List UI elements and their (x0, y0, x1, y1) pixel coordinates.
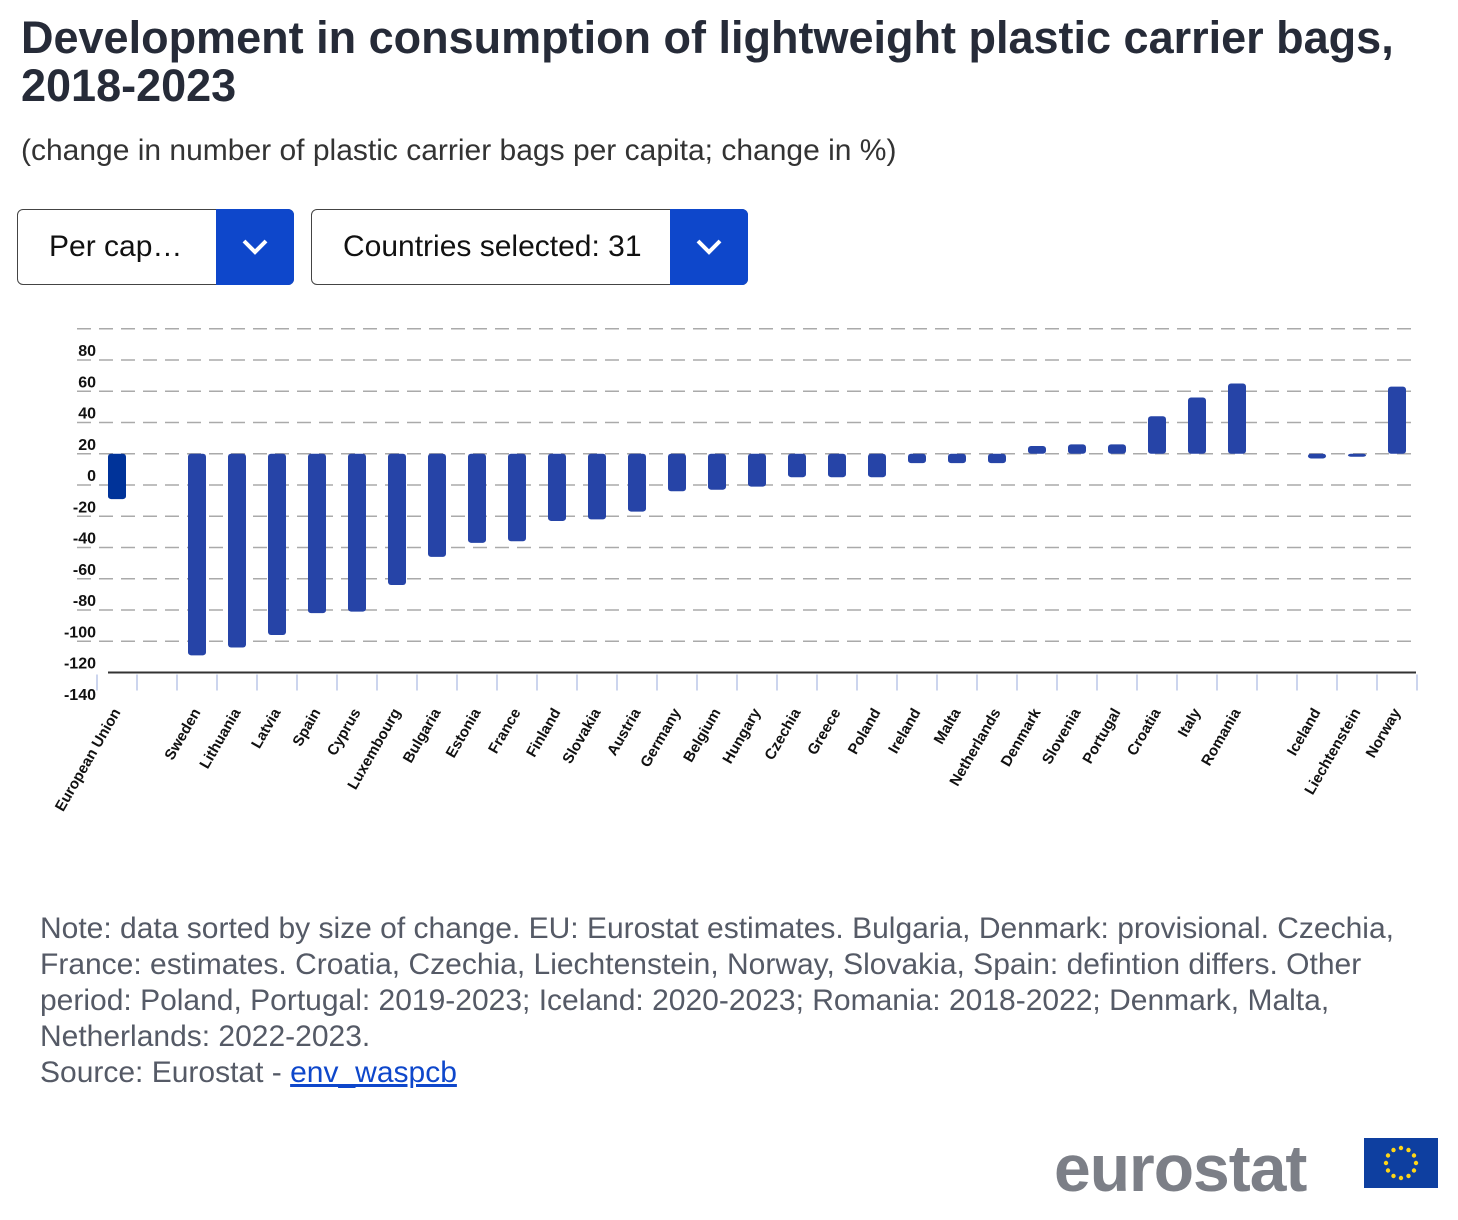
source-line: Source: Eurostat - env_waspcb (40, 1055, 1430, 1091)
bar-bulgaria[interactable] (428, 453, 446, 557)
bar-slovenia[interactable] (1068, 444, 1086, 454)
y-tick-label: 0 (87, 468, 96, 485)
y-tick-label: -120 (64, 656, 96, 673)
x-tick-label: Romania (1198, 705, 1245, 769)
x-tick-label: France (485, 706, 524, 757)
y-tick-label: 20 (78, 437, 96, 454)
chart-note: Note: data sorted by size of change. EU:… (40, 911, 1430, 1091)
bar-sweden[interactable] (188, 453, 206, 656)
chart-subtitle: (change in number of plastic carrier bag… (21, 134, 897, 167)
bar-luxembourg[interactable] (388, 453, 406, 585)
countries-dropdown[interactable]: Countries selected: 31 (311, 209, 748, 285)
x-tick-label: Malta (931, 705, 965, 747)
star-icon (1406, 1147, 1411, 1153)
bar-romania[interactable] (1228, 383, 1246, 454)
x-tick-label: Slovakia (559, 705, 604, 767)
eu-flag-icon (1364, 1138, 1438, 1188)
bar-malta[interactable] (948, 453, 966, 464)
x-tick-label: Cyprus (324, 706, 365, 759)
bar-italy[interactable] (1188, 397, 1206, 454)
x-tick-label: Poland (845, 706, 885, 758)
y-tick-label: -140 (64, 687, 96, 704)
bar-denmark[interactable] (1028, 445, 1046, 454)
bar-greece[interactable] (828, 453, 846, 478)
x-tick-label: Spain (289, 706, 324, 750)
x-tick-label: Denmark (998, 705, 1045, 770)
x-tick-label: Greece (804, 706, 844, 759)
bar-norway[interactable] (1388, 386, 1406, 454)
x-tick-label: Italy (1175, 705, 1205, 740)
measure-dropdown-value: Per cap… (49, 230, 183, 263)
x-tick-label: Iceland (1284, 706, 1325, 759)
bar-european-union[interactable] (108, 453, 126, 500)
x-tick-label: Sweden (161, 706, 204, 764)
chevron-down-icon[interactable] (216, 209, 294, 285)
star-icon (1391, 1147, 1396, 1153)
y-tick-label: -100 (64, 624, 96, 641)
x-tick-label: Croatia (1124, 705, 1165, 759)
measure-dropdown[interactable]: Per cap… (17, 209, 294, 285)
bar-slovakia[interactable] (588, 453, 606, 520)
x-tick-label: Bulgaria (400, 705, 445, 766)
bar-finland[interactable] (548, 453, 566, 521)
x-tick-label: Belgium (680, 706, 724, 766)
star-icon (1385, 1168, 1391, 1173)
x-tick-label: Portugal (1079, 706, 1124, 767)
y-tick-label: 40 (78, 406, 96, 423)
x-tick-label: Hungary (719, 705, 764, 767)
x-tick-label: Latvia (248, 705, 285, 752)
star-icon (1406, 1173, 1411, 1179)
y-tick-label: -80 (73, 593, 96, 610)
x-tick-label: Finland (523, 706, 564, 761)
star-icon (1411, 1168, 1417, 1173)
y-tick-label: 80 (78, 343, 96, 360)
y-tick-label: -60 (73, 562, 96, 579)
x-tick-label: European Union (52, 706, 125, 815)
bar-liechtenstein[interactable] (1348, 453, 1366, 457)
y-tick-label: 60 (78, 374, 96, 391)
star-icon (1411, 1153, 1417, 1158)
star-icon (1398, 1145, 1404, 1151)
x-tick-label: Estonia (443, 705, 485, 761)
bar-portugal[interactable] (1108, 444, 1126, 454)
x-tick-label: Norway (1363, 705, 1405, 761)
bar-spain[interactable] (308, 453, 326, 614)
bar-czechia[interactable] (788, 453, 806, 478)
x-tick-label: Austria (604, 705, 645, 759)
x-tick-label: Czechia (761, 705, 804, 763)
bar-austria[interactable] (628, 453, 646, 512)
bar-germany[interactable] (668, 453, 686, 492)
y-tick-label: -40 (73, 531, 96, 548)
star-icon (1398, 1175, 1404, 1181)
bar-cyprus[interactable] (348, 453, 366, 612)
source-prefix: Source: Eurostat - (40, 1056, 291, 1089)
bar-lithuania[interactable] (228, 453, 246, 648)
bar-belgium[interactable] (708, 453, 726, 490)
star-icon (1383, 1160, 1389, 1166)
bar-netherlands[interactable] (988, 453, 1006, 464)
countries-dropdown-value: Countries selected: 31 (343, 230, 642, 263)
y-tick-label: -20 (73, 499, 96, 516)
bar-chart: 80 60 40 20 0 -20 -40 -60 -80 -100 -120 -140 Europea… (52, 328, 1418, 815)
chevron-down-icon[interactable] (670, 209, 748, 285)
bar-ireland[interactable] (908, 453, 926, 464)
bar-estonia[interactable] (468, 453, 486, 543)
x-tick-label: Germany (637, 705, 685, 770)
x-tick-label: Ireland (885, 706, 924, 757)
bar-hungary[interactable] (748, 453, 766, 487)
bar-latvia[interactable] (268, 453, 286, 635)
x-tick-label: Slovenia (1039, 705, 1085, 767)
note-text: Note: data sorted by size of change. EU:… (40, 912, 1394, 1053)
bar-france[interactable] (508, 453, 526, 542)
star-icon (1385, 1153, 1391, 1158)
bar-poland[interactable] (868, 453, 886, 478)
bar-croatia[interactable] (1148, 416, 1166, 454)
bar-iceland[interactable] (1308, 453, 1326, 459)
chart-title: Development in consumption of lightweigh… (21, 12, 1394, 111)
logo-text: eurostat (1054, 1131, 1307, 1205)
source-link[interactable]: env_waspcb (290, 1056, 457, 1089)
star-icon (1413, 1160, 1419, 1166)
star-icon (1391, 1173, 1396, 1179)
